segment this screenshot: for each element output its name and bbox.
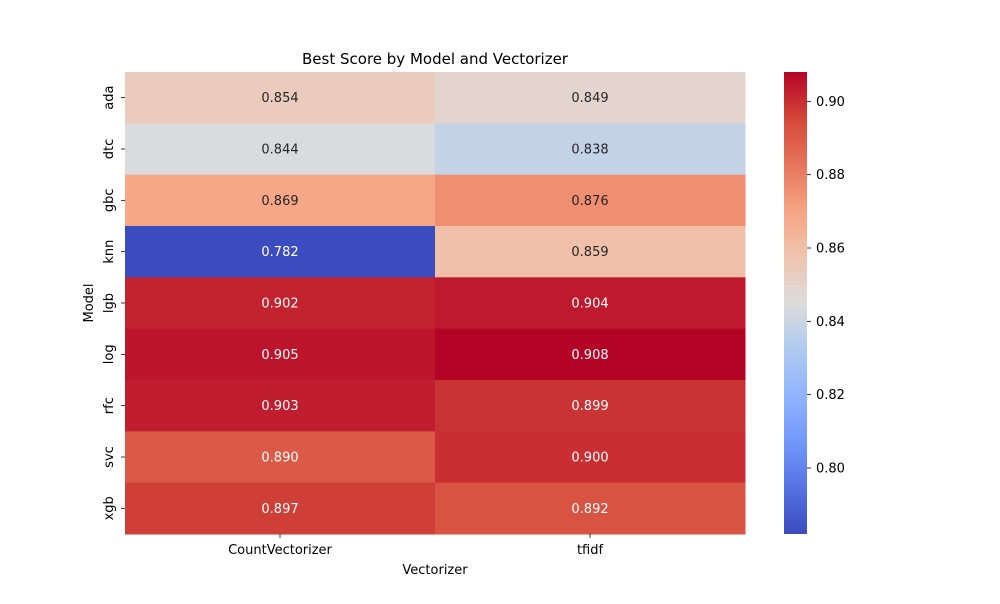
colorbar-ticks: 0.80 0.82 0.84 0.86 0.88 0.90 <box>807 95 845 477</box>
y-axis-label: Model <box>82 283 97 322</box>
colorbar-tick-label: 0.90 <box>816 95 845 110</box>
heatmap-cell-dtc-tfidf <box>435 123 746 176</box>
y-tick-label: lgb <box>102 293 117 313</box>
colorbar-tick-label: 0.86 <box>816 242 845 257</box>
heatmap-cell-svc-tfidf <box>435 431 746 484</box>
cell-value-label: 0.905 <box>261 348 298 363</box>
cell-value-label: 0.899 <box>571 399 608 414</box>
heatmap-cell-rfc-CountVectorizer <box>125 380 436 432</box>
x-axis: CountVectorizer tfidf <box>228 534 603 558</box>
chart-title: Best Score by Model and Vectorizer <box>302 50 569 68</box>
x-tick-label: CountVectorizer <box>228 543 332 558</box>
heatmap-cell-log-tfidf <box>435 328 746 381</box>
cell-value-label: 0.897 <box>261 502 298 517</box>
heatmap-cell-ada-CountVectorizer <box>125 72 436 124</box>
cell-value-label: 0.838 <box>571 143 608 158</box>
cell-value-label: 0.849 <box>571 91 608 106</box>
cell-value-label: 0.869 <box>261 194 298 209</box>
y-tick-label: log <box>102 344 117 364</box>
y-tick-label: knn <box>102 240 117 264</box>
cell-value-label: 0.902 <box>261 297 298 312</box>
cell-value-label: 0.903 <box>261 399 298 414</box>
heatmap-cell-rfc-tfidf <box>435 380 746 432</box>
y-tick-label: gbc <box>102 189 117 213</box>
cell-value-label: 0.782 <box>261 245 298 260</box>
colorbar <box>784 72 807 534</box>
colorbar-tick-label: 0.82 <box>816 388 845 403</box>
y-tick-label: svc <box>102 446 117 468</box>
cell-value-label: 0.876 <box>571 194 608 209</box>
heatmap-cell-knn-tfidf <box>435 226 746 278</box>
cell-value-label: 0.892 <box>571 502 608 517</box>
heatmap-cell-log-CountVectorizer <box>125 328 436 381</box>
cell-value-label: 0.859 <box>571 245 608 260</box>
y-axis: ada dtc gbc knn lgb log rfc svc xgb <box>102 86 125 520</box>
heatmap-cell-ada-tfidf <box>435 72 746 124</box>
x-tick-label: tfidf <box>577 543 604 558</box>
colorbar-tick-label: 0.84 <box>816 315 845 330</box>
heatmap-cell-gbc-CountVectorizer <box>125 174 436 227</box>
heatmap-cell-dtc-CountVectorizer <box>125 123 436 176</box>
cell-value-label: 0.908 <box>571 348 608 363</box>
heatmap-cell-lgb-tfidf <box>435 277 746 330</box>
cell-value-label: 0.890 <box>261 451 298 466</box>
cell-value-label: 0.900 <box>571 451 608 466</box>
y-tick-label: dtc <box>102 139 117 160</box>
heatmap-cell-lgb-CountVectorizer <box>125 277 436 330</box>
heatmap-cell-xgb-tfidf <box>435 482 746 535</box>
cell-value-label: 0.844 <box>261 143 298 158</box>
heatmap-cell-labels: 0.854 0.849 0.844 0.838 0.869 0.876 0.782 0.859… <box>261 91 608 517</box>
y-tick-label: ada <box>102 86 117 110</box>
cell-value-label: 0.904 <box>571 297 608 312</box>
heatmap-cell-knn-CountVectorizer <box>125 226 436 278</box>
colorbar-tick-label: 0.88 <box>816 168 845 183</box>
heatmap-cell-svc-CountVectorizer <box>125 431 436 484</box>
cell-value-label: 0.854 <box>261 91 298 106</box>
heatmap-cell-gbc-tfidf <box>435 174 746 227</box>
heatmap-cell-xgb-CountVectorizer <box>125 482 436 535</box>
y-tick-label: xgb <box>102 496 117 520</box>
x-axis-label: Vectorizer <box>402 563 468 578</box>
y-tick-label: rfc <box>102 397 117 414</box>
colorbar-tick-label: 0.80 <box>816 462 845 477</box>
heatmap-cells <box>125 72 746 535</box>
